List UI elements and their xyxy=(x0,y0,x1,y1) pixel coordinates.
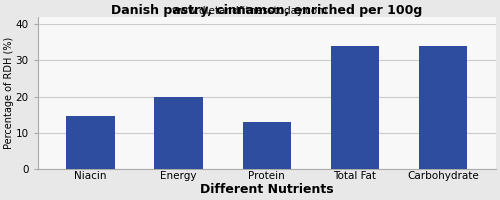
Y-axis label: Percentage of RDH (%): Percentage of RDH (%) xyxy=(4,37,14,149)
Bar xyxy=(66,116,115,169)
Bar xyxy=(154,97,203,169)
Text: www.dietandfitnesstoday.com: www.dietandfitnesstoday.com xyxy=(172,6,328,16)
Bar xyxy=(330,46,379,169)
Bar xyxy=(242,122,291,169)
Title: Danish pastry, cinnamon, enriched per 100g: Danish pastry, cinnamon, enriched per 10… xyxy=(111,4,422,17)
Bar xyxy=(418,46,467,169)
X-axis label: Different Nutrients: Different Nutrients xyxy=(200,183,334,196)
